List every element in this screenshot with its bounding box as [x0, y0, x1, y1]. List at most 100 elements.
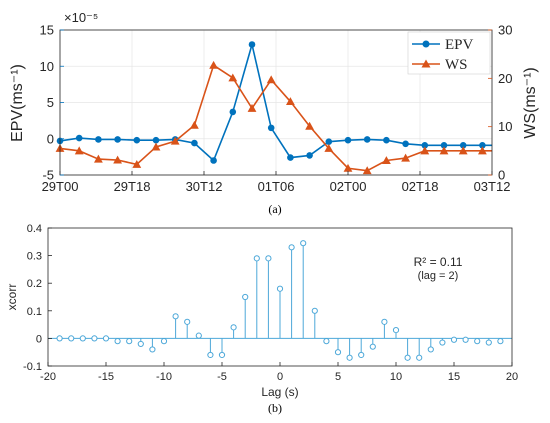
ws-point: [286, 97, 295, 106]
epv-point: [306, 152, 313, 159]
lag-axis-label: Lag (s): [261, 385, 298, 399]
ws-line: [59, 64, 492, 172]
caption-a: (a): [268, 202, 281, 216]
stem-marker: [102, 335, 110, 342]
plot-b-x-ticks: -20 -15 -10 -5 0 5 10 15 20: [40, 362, 518, 383]
stem-marker: [450, 336, 458, 343]
epv-point: [229, 108, 237, 116]
x-tick-b-label: -15: [98, 371, 114, 383]
y-tick-b-label: 0.2: [27, 278, 42, 290]
xcorr-axis-label: xcorr: [5, 284, 19, 311]
stem-marker: [218, 351, 226, 359]
epv-point: [402, 140, 409, 148]
stem-marker: [149, 346, 156, 353]
y-right-tick-label: 20: [498, 71, 512, 86]
stem-marker: [160, 338, 168, 345]
y-left-tick-label: 5: [47, 95, 54, 110]
epv-point: [210, 157, 217, 164]
legend-ws-marker: [421, 59, 431, 68]
ws-point: [362, 166, 372, 175]
epv-point: [440, 141, 448, 149]
stem-marker: [79, 335, 86, 342]
y-right-tick-label: 30: [498, 23, 512, 38]
lag-annotation: (lag = 2): [418, 270, 459, 282]
epv-point: [95, 136, 102, 143]
stem-marker: [369, 343, 376, 350]
stem-marker: [439, 339, 446, 346]
stem-marker: [300, 240, 307, 247]
stem-marker: [137, 340, 144, 348]
x-tick-b-label: 15: [448, 371, 460, 383]
plot-a-x-ticks: 29T00 29T18 30T12 01T06 02T00 02T18 03T12: [42, 171, 511, 194]
y-left-axis-label: EPV(ms⁻¹): [9, 64, 26, 142]
ws-point: [343, 163, 353, 172]
legend: EPV WS: [407, 31, 491, 75]
caption-b: (b): [268, 401, 282, 415]
ws-point: [74, 146, 84, 155]
stem-marker: [253, 255, 260, 262]
epv-point: [152, 136, 160, 144]
y-left-multiplier: ×10⁻⁵: [64, 10, 98, 25]
stem-marker: [114, 338, 121, 345]
stem-marker: [311, 307, 318, 314]
stem-marker: [288, 244, 295, 251]
stem-marker: [172, 313, 179, 320]
plot-b-y-ticks: -0.1 0 0.1 0.2 0.3 0.4: [23, 223, 52, 373]
x-tick-a-label: 02T18: [402, 179, 439, 194]
y-tick-b-label: 0: [36, 333, 42, 345]
epv-point: [363, 136, 371, 143]
epv-point: [191, 139, 198, 147]
y-left-tick-label: -5: [42, 168, 54, 183]
y-tick-b-label: 0.1: [27, 306, 42, 318]
x-tick-b-label: 0: [277, 371, 283, 383]
ws-point: [94, 154, 103, 163]
stem-marker: [462, 336, 469, 343]
y-tick-b-label: 0.3: [27, 251, 42, 263]
stem-marker: [474, 338, 481, 345]
x-tick-a-label: 29T18: [114, 179, 151, 194]
epv-point: [479, 141, 486, 149]
ws-point: [151, 142, 161, 151]
ws-point: [228, 73, 238, 82]
x-tick-a-label: 03T12: [474, 179, 511, 194]
stem-marker: [195, 332, 202, 339]
ws-point: [458, 146, 468, 155]
epv-point: [248, 41, 256, 48]
r2-annotation: R² = 0.11: [414, 255, 463, 269]
x-tick-b-label: 20: [506, 371, 518, 383]
x-tick-b-label: -10: [156, 371, 172, 383]
x-tick-b-label: 10: [390, 371, 402, 383]
stem-marker: [485, 339, 492, 346]
y-tick-b-label: 0.4: [27, 223, 42, 235]
ws-point: [478, 146, 487, 155]
stem-marker: [184, 318, 191, 325]
epv-point: [459, 141, 467, 149]
ws-point: [324, 144, 334, 152]
epv-point: [383, 136, 390, 144]
ws-point: [247, 103, 257, 112]
y-right-tick-label: 0: [498, 168, 505, 183]
legend-box: [407, 31, 491, 75]
stem-marker: [392, 327, 400, 334]
ws-point: [209, 60, 218, 69]
epv-point: [114, 136, 121, 143]
ws-point: [266, 75, 276, 84]
stem-marker: [404, 354, 411, 361]
x-tick-b-label: 5: [335, 371, 341, 383]
ws-point: [170, 136, 180, 145]
legend-epv-marker: [422, 40, 430, 48]
stem-marker: [91, 335, 98, 342]
stem-marker: [381, 318, 388, 325]
stem-marker: [68, 335, 75, 342]
legend-epv-label: EPV: [445, 37, 474, 53]
panel-b: -20 -15 -10 -5 0 5 10 15 20 -0.1 0 0.1 0.2 0.3 0.4 xc…: [5, 223, 518, 415]
ws-point: [439, 146, 449, 155]
x-tick-b-label: -20: [40, 371, 56, 383]
legend-ws-label: WS: [445, 57, 468, 73]
stem-marker: [346, 354, 353, 361]
x-tick-a-label: 30T12: [186, 179, 223, 194]
stem-marker: [56, 335, 63, 342]
stem-marker: [358, 351, 365, 359]
stem-marker: [265, 255, 272, 262]
stem-marker: [230, 324, 237, 331]
